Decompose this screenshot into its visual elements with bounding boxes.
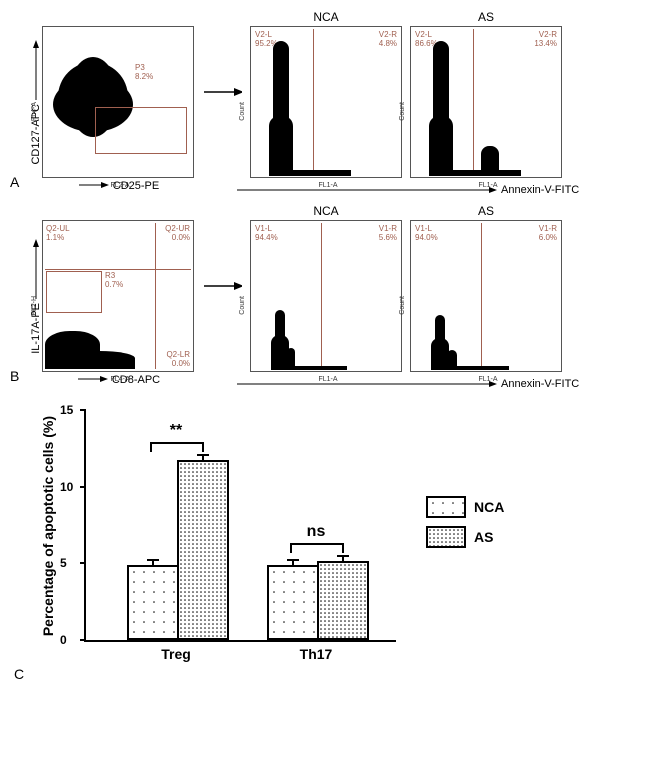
panel-letter-b: B (10, 368, 22, 384)
up-arrow-icon (31, 239, 41, 299)
arrow-icon (202, 92, 242, 93)
annexin-label-a: Annexin-V-FITC (237, 184, 640, 196)
scatter-plot-a: FL4-A FL2-A P3 8.2% (42, 26, 194, 178)
ytick-label: 5 (60, 556, 67, 570)
panel-b-as-hist: AS Count FL1-A V1-L94.0% V1-R6.0% (410, 204, 562, 386)
panel-letter-c: C (14, 666, 26, 682)
right-arrow-icon (79, 180, 109, 190)
panel-a-row: A CD127-APC FL4-A FL2-A (10, 10, 640, 192)
bar-Treg-AS (177, 460, 229, 640)
ytick-label: 10 (60, 480, 73, 494)
bar-Treg-NCA (127, 565, 179, 640)
panel-b-scatter-block: IL-17A-PE FL2-H FL4-A Q2-UL1.1% Q2-UR0.0… (30, 204, 194, 386)
xcat-Th17: Th17 (300, 646, 333, 662)
ytick-label: 15 (60, 403, 73, 417)
panel-a-nca-hist: NCA Count FL1-A V2-L95.2% V2-R4.8% (250, 10, 402, 192)
annexin-label-b: Annexin-V-FITC (237, 378, 640, 390)
legend-item-as: AS (426, 526, 504, 548)
panel-letter-a: A (10, 174, 22, 190)
arrow-icon (202, 286, 242, 287)
legend-swatch-as (426, 526, 466, 548)
barchart-legend: NCA AS (426, 496, 504, 556)
panel-a-as-hist: AS Count FL1-A V2-L86.6% V2-R13.4% (410, 10, 562, 192)
up-arrow-icon (31, 40, 41, 100)
scatter-plot-b: FL2-H FL4-A Q2-UL1.1% Q2-UR0.0% Q2-LL98.… (42, 220, 194, 372)
sig-Treg: ** (170, 422, 182, 440)
gate-p3-label: P3 8.2% (135, 63, 153, 81)
bar-Th17-AS (317, 561, 369, 640)
as-title: AS (478, 10, 494, 24)
sig-Th17: ns (307, 523, 326, 541)
panel-b-nca-hist: NCA Count FL1-A V1-L94.4% V1-R5.6% (250, 204, 402, 386)
xcat-Treg: Treg (161, 646, 191, 662)
bar-Th17-NCA (267, 565, 319, 640)
ytick-label: 0 (60, 633, 67, 647)
nca-title: NCA (313, 10, 338, 24)
barchart-ylabel: Percentage of apoptotic cells (%) (40, 416, 56, 636)
legend-item-nca: NCA (426, 496, 504, 518)
legend-swatch-nca (426, 496, 466, 518)
right-arrow-icon (78, 374, 108, 384)
apoptosis-barchart: 051015Treg**Th17ns (84, 410, 396, 642)
panel-a-scatter-block: CD127-APC FL4-A FL2-A P3 8.2% (30, 10, 194, 192)
panel-b-row: B IL-17A-PE FL2-H FL4-A Q2-UL1.1% Q2-UR0… (10, 204, 640, 386)
panel-c-wrap: Percentage of apoptotic cells (%) 051015… (40, 410, 640, 642)
